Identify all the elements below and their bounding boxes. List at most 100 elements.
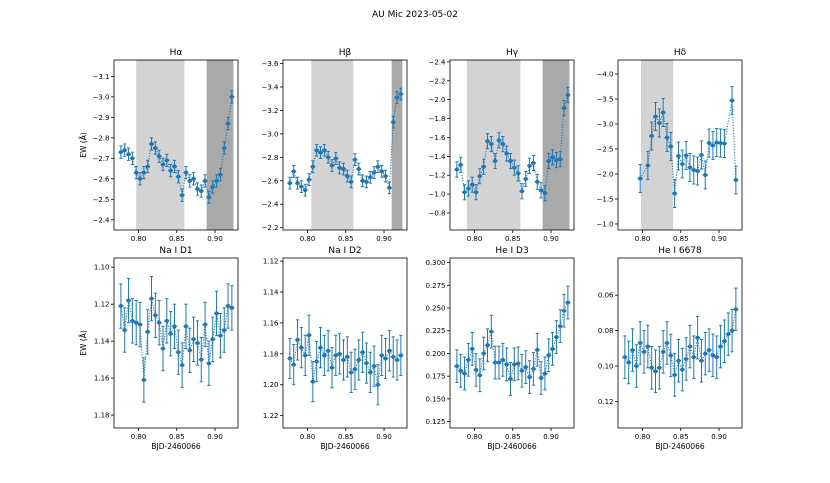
data-point [481, 351, 486, 356]
data-point [287, 181, 292, 186]
data-point [695, 335, 700, 340]
data-point [318, 345, 323, 350]
data-point [546, 353, 551, 358]
x-tick-label: 0.85 [673, 235, 689, 243]
data-point [558, 324, 563, 329]
chart-panel-4: 0.80 0.85 0.90 −4.0 −3.5 −3.0 −2.5 −2.0 −1.5 −1.0… [597, 48, 743, 243]
data-point [458, 368, 463, 373]
y-tick-label: −2.5 [597, 146, 614, 154]
data-point [519, 368, 524, 373]
data-point [664, 135, 669, 140]
data-point [470, 182, 475, 187]
data-point [474, 367, 479, 372]
y-tick-label: 1.20 [263, 381, 279, 389]
data-point [672, 191, 677, 196]
plot-frame [113, 257, 239, 429]
data-point [462, 371, 467, 376]
data-point [718, 344, 723, 349]
x-tick-label: 0.85 [505, 235, 521, 243]
y-tick-label: 0.275 [425, 282, 445, 290]
data-point [661, 110, 666, 115]
data-point [352, 157, 357, 162]
data-point [676, 358, 681, 363]
y-axis-label: EW (Å) [79, 132, 88, 158]
y-tick-label: −3.4 [262, 83, 280, 91]
y-tick-label: −2.5 [93, 196, 110, 204]
y-tick-label: 1.16 [263, 319, 279, 327]
x-tick-label: 0.80 [300, 235, 316, 243]
data-point [638, 341, 643, 345]
data-point [565, 92, 570, 97]
y-tick-label: −3.1 [93, 73, 110, 81]
plot-frame [617, 257, 743, 429]
data-point [145, 164, 150, 169]
panels-container: 0.80 0.85 0.90 −3.1 −3.0 −2.9 −2.8 −2.7 −2.6 −2.5… [79, 48, 743, 451]
data-point [164, 158, 169, 163]
data-point [303, 188, 308, 193]
data-point [168, 168, 173, 173]
data-point [653, 369, 658, 374]
y-tick-label: −2.7 [93, 155, 110, 163]
data-point [714, 355, 719, 360]
data-point [379, 169, 384, 174]
data-point [176, 174, 181, 179]
data-point [218, 333, 223, 338]
data-point [379, 353, 384, 358]
y-tick-label: −0.8 [429, 210, 446, 218]
data-point [303, 353, 308, 358]
data-point [642, 349, 647, 354]
data-point [183, 324, 188, 329]
y-tick-label: −1.8 [429, 115, 446, 123]
data-point [352, 367, 357, 372]
panel-title: Hγ [506, 48, 519, 58]
data-point [126, 298, 131, 303]
y-tick-label: 0.12 [598, 398, 614, 406]
data-point [176, 350, 181, 355]
data-point [118, 150, 123, 155]
data-point [391, 354, 396, 359]
x-tick-label: 0.85 [169, 235, 185, 243]
data-point [562, 308, 567, 313]
x-tick-label: 0.80 [300, 433, 316, 441]
data-point [191, 176, 196, 181]
data-point [199, 189, 204, 194]
data-point [730, 98, 735, 103]
x-tick-label: 0.85 [338, 235, 354, 243]
y-tick-label: −3.2 [262, 107, 279, 115]
data-point [368, 370, 373, 375]
shaded-band [542, 60, 570, 230]
data-point [653, 114, 658, 119]
y-tick-label: −1.6 [429, 134, 447, 142]
y-tick-label: −2.4 [262, 201, 280, 209]
y-axis-label: EW (Å) [79, 330, 88, 356]
data-point [489, 329, 494, 334]
data-point [695, 169, 700, 173]
data-point [710, 353, 715, 358]
series-line [456, 302, 569, 381]
data-point [649, 365, 654, 370]
data-point [458, 162, 463, 167]
y-tick-label: −2.8 [93, 134, 110, 142]
data-point [684, 356, 689, 361]
y-tick-label: 1.22 [263, 412, 279, 420]
y-tick-label: 1.18 [94, 412, 110, 420]
data-point [687, 165, 692, 170]
chart-panel-3: 0.80 0.85 0.90 −2.4 −2.2 −2.0 −1.8 −1.6 −1.4 −1.2… [429, 48, 575, 243]
data-point [307, 177, 312, 182]
data-point [130, 156, 135, 161]
data-point [657, 121, 662, 125]
data-point [554, 158, 559, 163]
y-tick-label: 1.14 [94, 338, 110, 346]
data-point [531, 160, 536, 165]
x-tick-label: 0.90 [711, 235, 727, 243]
panel-title: Hα [170, 48, 183, 58]
x-tick-label: 0.85 [673, 433, 689, 441]
data-point [210, 184, 215, 189]
data-point [496, 138, 501, 143]
data-point [558, 157, 563, 162]
data-point [550, 155, 555, 160]
shaded-band [206, 60, 234, 230]
data-point [122, 328, 127, 333]
data-point [180, 363, 185, 368]
y-tick-label: 1.12 [263, 258, 279, 266]
